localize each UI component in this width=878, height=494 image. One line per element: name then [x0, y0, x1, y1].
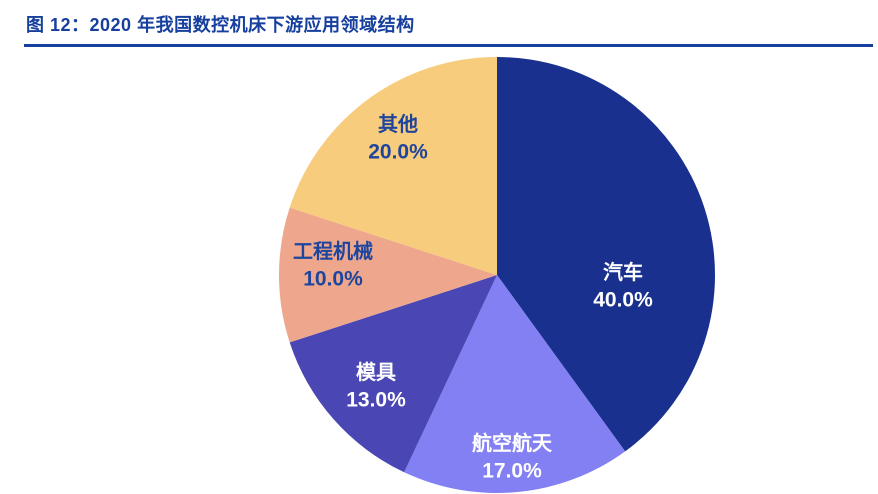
slice-label-automotive-name: 汽车	[603, 260, 643, 284]
slice-label-molds-name: 模具	[356, 360, 396, 384]
slice-label-others-value: 20.0%	[368, 141, 428, 164]
slice-label-automotive-value: 40.0%	[593, 289, 653, 312]
slice-label-others-name: 其他	[378, 112, 418, 136]
pie-slice-molds	[289, 275, 497, 473]
slice-label-molds-value: 13.0%	[346, 389, 406, 412]
slice-label-aerospace-value: 17.0%	[482, 460, 542, 483]
pie-slice-automotive	[497, 56, 716, 452]
pie-labels: 汽车 40.0% 航空航天 17.0% 模具 13.0% 工程机械 10.0% 其他 20.0%	[293, 112, 653, 483]
slice-label-aerospace-name: 航空航天	[472, 431, 553, 455]
pie-slice-others	[289, 57, 497, 275]
pie-slice-aerospace	[404, 275, 626, 494]
pie-slices	[278, 56, 716, 494]
slice-label-construction-machinery-name: 工程机械	[293, 239, 373, 263]
slice-label-construction-machinery-value: 10.0%	[303, 268, 363, 291]
figure-header: 图 12：2020 年我国数控机床下游应用领域结构	[24, 0, 873, 47]
pie-slice-construction-machinery	[278, 207, 497, 343]
figure-title: 图 12：2020 年我国数控机床下游应用领域结构	[26, 15, 415, 35]
